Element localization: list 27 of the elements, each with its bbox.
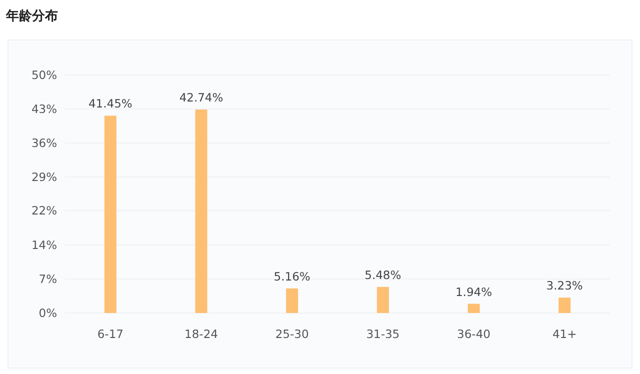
y-tick-label: 29% bbox=[31, 170, 58, 184]
y-tick-label: 43% bbox=[31, 102, 58, 116]
data-label: 3.23% bbox=[546, 278, 583, 293]
x-tick-label: 36-40 bbox=[457, 327, 490, 341]
y-tick-label: 14% bbox=[31, 238, 58, 252]
data-label: 5.48% bbox=[364, 268, 402, 282]
x-tick-label: 18-24 bbox=[184, 327, 218, 341]
data-label: 5.16% bbox=[274, 269, 310, 284]
x-tick-label: 25-30 bbox=[275, 327, 309, 341]
x-tick-label: 31-35 bbox=[366, 327, 400, 341]
y-tick-label: 0% bbox=[38, 306, 58, 320]
bar bbox=[468, 304, 480, 313]
y-tick-label: 36% bbox=[31, 136, 58, 150]
chart-title: 年龄分布 bbox=[5, 9, 58, 24]
x-tick-label: 41+ bbox=[552, 327, 577, 341]
y-tick-label: 22% bbox=[31, 204, 58, 218]
bar bbox=[558, 298, 571, 313]
y-tick-label: 50% bbox=[31, 68, 58, 82]
data-label: 41.45% bbox=[88, 96, 132, 111]
bar bbox=[195, 110, 208, 313]
data-label: 42.74% bbox=[179, 90, 224, 105]
bar bbox=[376, 286, 389, 313]
bar bbox=[286, 288, 298, 313]
x-tick-label: 6-17 bbox=[97, 327, 124, 341]
y-tick-label: 7% bbox=[38, 272, 58, 286]
data-label: 1.94% bbox=[455, 284, 492, 299]
bar bbox=[104, 116, 116, 313]
